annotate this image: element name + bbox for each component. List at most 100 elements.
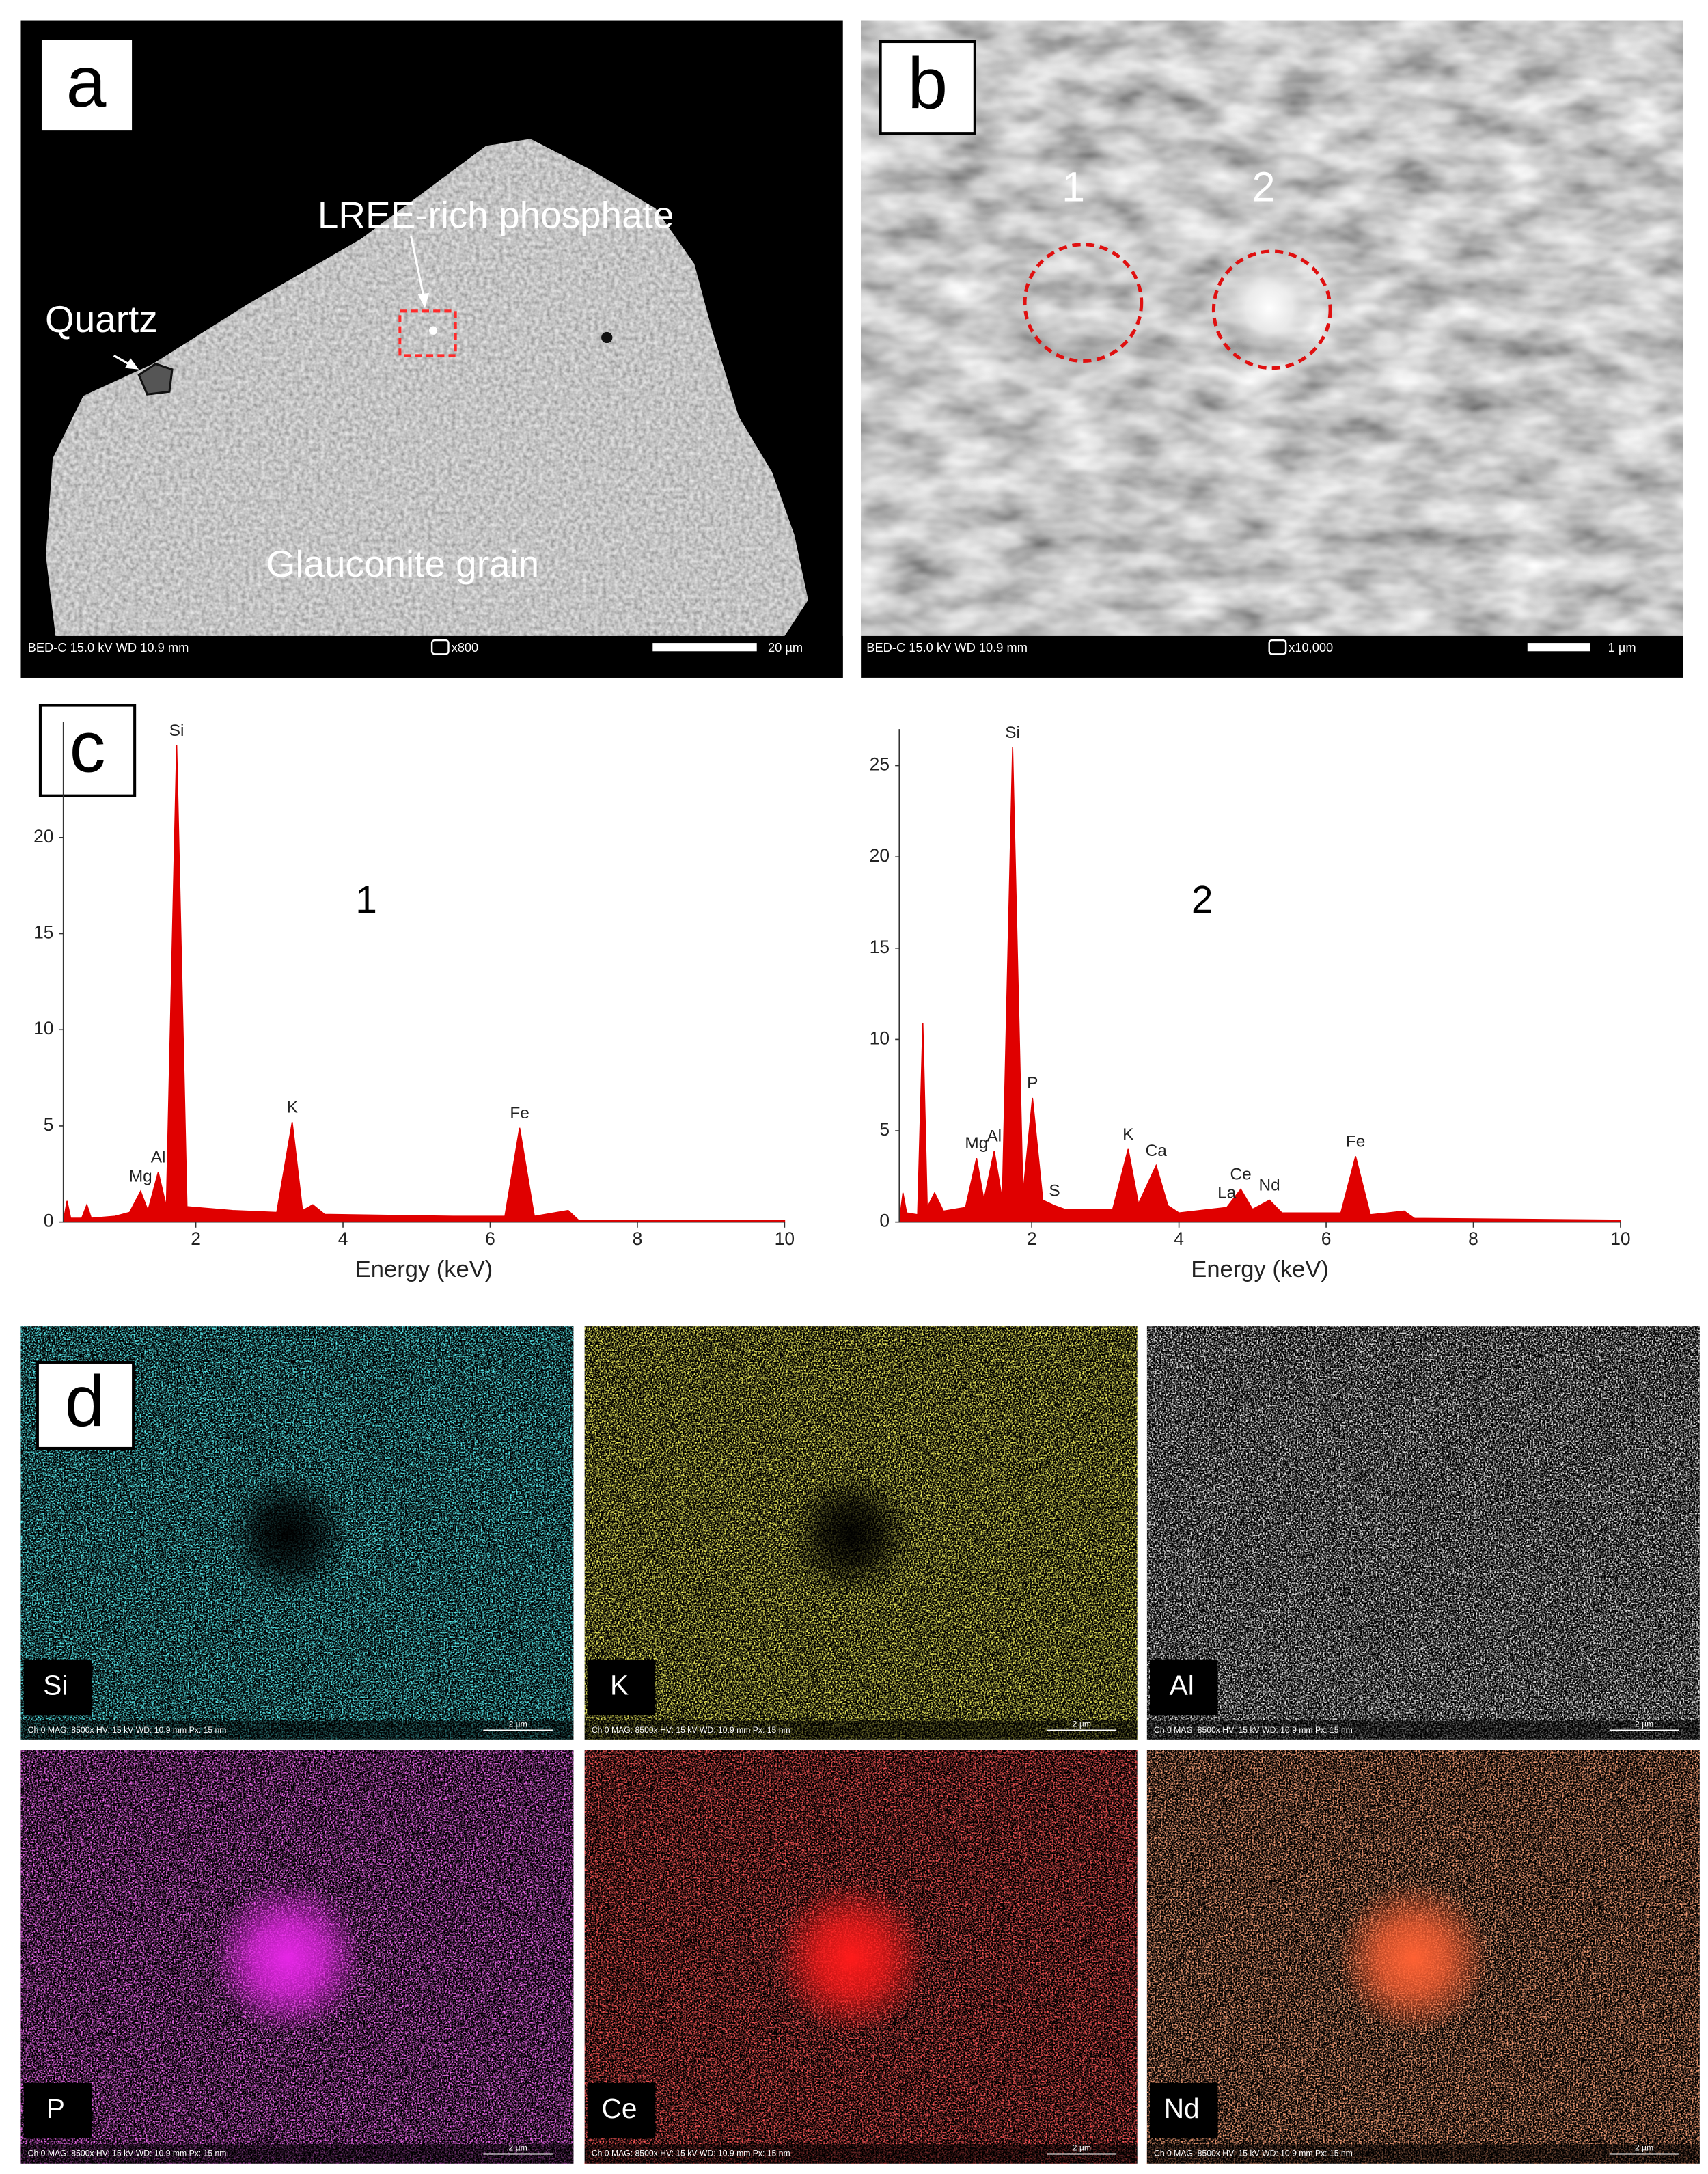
scale-label: 2 µm bbox=[1073, 1720, 1091, 1729]
element-label-box bbox=[1149, 1659, 1218, 1716]
camera-icon bbox=[1268, 639, 1287, 655]
chart-title: 1 bbox=[355, 878, 377, 922]
x-tick-label: 2 bbox=[191, 1228, 201, 1249]
map-spot bbox=[225, 1472, 350, 1597]
scale-label: 2 µm bbox=[1073, 2143, 1091, 2153]
spectrum-area bbox=[62, 745, 786, 1223]
map-spot bbox=[210, 1882, 364, 2035]
y-tick-label: 15 bbox=[870, 937, 890, 957]
element-label: P bbox=[46, 2093, 65, 2124]
spectrum-area bbox=[898, 747, 1621, 1223]
peak-label: Fe bbox=[1346, 1133, 1365, 1151]
peak-label: Fe bbox=[510, 1104, 529, 1123]
camera-icon bbox=[430, 639, 450, 655]
peak-label: Si bbox=[169, 721, 184, 740]
y-tick-label: 5 bbox=[879, 1119, 890, 1140]
peak-label: Si bbox=[1005, 724, 1020, 742]
element-map: Ch 0 MAG: 8500x HV: 15 kV WD: 10.9 mm Px… bbox=[20, 1750, 574, 2164]
map-info-bar bbox=[584, 2144, 1138, 2164]
peak-label: Al bbox=[151, 1148, 166, 1167]
scale-label: 2 µm bbox=[1635, 2143, 1653, 2153]
peak-label: Ce bbox=[1230, 1166, 1252, 1184]
element-label-box bbox=[1149, 2082, 1218, 2139]
magnification: x800 bbox=[452, 640, 479, 655]
scale-label: 1 µm bbox=[1608, 640, 1636, 655]
peak-label: Mg bbox=[965, 1134, 988, 1153]
quartz-inclusion bbox=[137, 362, 174, 396]
map-info-bar bbox=[20, 2144, 574, 2164]
arrow-head bbox=[417, 292, 430, 309]
peak-label: La bbox=[1217, 1183, 1237, 1202]
spot-label: 2 bbox=[1252, 164, 1276, 210]
x-tick-label: 4 bbox=[1174, 1228, 1184, 1249]
map-spot bbox=[1337, 1882, 1490, 2035]
panel-c: c bbox=[38, 704, 137, 797]
map-info-bar bbox=[1146, 1720, 1700, 1740]
peak-label: Ca bbox=[1146, 1142, 1168, 1160]
map-info: Ch 0 MAG: 8500x HV: 15 kV WD: 10.9 mm Px… bbox=[28, 1725, 227, 1735]
y-tick-label: 15 bbox=[33, 922, 53, 943]
magnification: x10,000 bbox=[1289, 640, 1333, 655]
peak-label: S bbox=[1049, 1182, 1060, 1200]
peak-label: Al bbox=[987, 1127, 1002, 1146]
element-label-box bbox=[23, 1659, 92, 1716]
x-tick-label: 10 bbox=[775, 1228, 795, 1249]
map-info-bar bbox=[584, 1720, 1138, 1740]
panel-a: a LREE-rich phosphate Quartz Glauconite … bbox=[20, 20, 843, 678]
x-tick-label: 2 bbox=[1027, 1228, 1037, 1249]
analysis-spot bbox=[1023, 243, 1144, 363]
map-info: Ch 0 MAG: 8500x HV: 15 kV WD: 10.9 mm Px… bbox=[592, 2149, 790, 2158]
map-info-bar bbox=[1146, 2144, 1700, 2164]
map-spot bbox=[775, 1882, 928, 2035]
element-label: Al bbox=[1170, 1669, 1194, 1701]
annotation: Glauconite grain bbox=[266, 542, 540, 585]
scale-label: 2 µm bbox=[1635, 1720, 1653, 1729]
element-label-box bbox=[587, 2082, 656, 2139]
element-map: Ch 0 MAG: 8500x HV: 15 kV WD: 10.9 mm Px… bbox=[1146, 1750, 1700, 2164]
pit bbox=[601, 331, 613, 344]
y-tick-label: 20 bbox=[33, 826, 53, 847]
selection-box bbox=[398, 309, 457, 357]
map-info: Ch 0 MAG: 8500x HV: 15 kV WD: 10.9 mm Px… bbox=[28, 2149, 227, 2158]
map-texture bbox=[1146, 1326, 1700, 1740]
peak-label: K bbox=[1122, 1125, 1133, 1144]
y-tick-label: 0 bbox=[879, 1211, 890, 1231]
panel-label: a bbox=[66, 42, 107, 122]
panel-label: c bbox=[70, 707, 106, 788]
info-text: BED-C 15.0 kV WD 10.9 mm bbox=[866, 640, 1028, 655]
peak-label: Nd bbox=[1259, 1177, 1280, 1195]
x-tick-label: 8 bbox=[633, 1228, 643, 1249]
annotation: Quartz bbox=[45, 298, 158, 340]
scale-label: 2 µm bbox=[508, 2143, 527, 2153]
x-axis-label: Energy (keV) bbox=[355, 1256, 493, 1282]
x-tick-label: 10 bbox=[1610, 1228, 1630, 1249]
x-tick-label: 6 bbox=[485, 1228, 495, 1249]
y-tick-label: 10 bbox=[870, 1028, 890, 1048]
x-tick-label: 4 bbox=[338, 1228, 348, 1249]
peak-label: K bbox=[287, 1098, 298, 1116]
panel-d-label: d bbox=[36, 1360, 135, 1450]
element-label: Ce bbox=[602, 2093, 637, 2124]
element-map: Ch 0 MAG: 8500x HV: 15 kV WD: 10.9 mm Px… bbox=[1146, 1326, 1700, 1740]
y-tick-label: 0 bbox=[44, 1211, 54, 1231]
panel-d: Ch 0 MAG: 8500x HV: 15 kV WD: 10.9 mm Px… bbox=[20, 1326, 1700, 2164]
x-tick-label: 6 bbox=[1321, 1228, 1332, 1249]
panel-b: b 1 2 BED-C 15.0 kV WD 10.9 mm x10,000 1… bbox=[861, 20, 1683, 678]
map-info: Ch 0 MAG: 8500x HV: 15 kV WD: 10.9 mm Px… bbox=[1154, 2149, 1353, 2158]
y-tick-label: 25 bbox=[870, 754, 890, 775]
map-info: Ch 0 MAG: 8500x HV: 15 kV WD: 10.9 mm Px… bbox=[1154, 1725, 1353, 1735]
x-axis-label: Energy (keV) bbox=[1191, 1256, 1329, 1282]
element-map: Ch 0 MAG: 8500x HV: 15 kV WD: 10.9 mm Px… bbox=[584, 1750, 1138, 2164]
panel-label-box bbox=[38, 37, 135, 134]
panel-label: b bbox=[907, 43, 948, 124]
element-label-box bbox=[587, 1659, 656, 1716]
bright-spot bbox=[1222, 261, 1317, 356]
spot-label: 1 bbox=[1062, 164, 1085, 210]
panel-label-box bbox=[36, 1360, 135, 1450]
element-map: Ch 0 MAG: 8500x HV: 15 kV WD: 10.9 mm Px… bbox=[584, 1326, 1138, 1740]
chart-title: 2 bbox=[1192, 878, 1213, 922]
phosphate-spot bbox=[429, 326, 438, 335]
